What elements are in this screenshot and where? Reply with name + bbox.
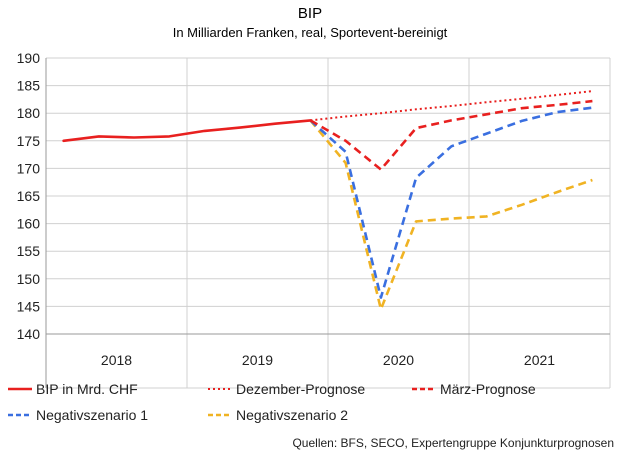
legend-label: BIP in Mrd. CHF: [36, 381, 138, 397]
legend-label: Negativszenario 2: [236, 407, 348, 423]
y-tick-label: 155: [17, 243, 41, 259]
legend-item: März-Prognose: [412, 381, 536, 397]
y-tick-label: 180: [17, 105, 41, 121]
legend-label: Dezember-Prognose: [236, 381, 365, 397]
gridlines: [45, 57, 611, 389]
series-line-negativszenario-2: [309, 119, 593, 311]
legend: BIP in Mrd. CHF Dezember-Prognose März-Pro…: [8, 381, 536, 423]
legend-item: Dezember-Prognose: [208, 381, 365, 397]
y-tick-label: 175: [17, 133, 41, 149]
x-year-label: 2021: [524, 352, 555, 368]
x-year-label: 2019: [242, 352, 273, 368]
legend-label: Negativszenario 1: [36, 407, 148, 423]
y-tick-label: 190: [17, 50, 41, 66]
legend-item: Negativszenario 2: [208, 407, 348, 423]
legend-item: BIP in Mrd. CHF: [8, 381, 138, 397]
series-line-märz-prognose: [309, 99, 593, 171]
y-tick-label: 170: [17, 160, 41, 176]
y-tick-label: 150: [17, 271, 41, 287]
y-axis: 140 145 150 155 160 165 170 175 180 185 190: [17, 50, 41, 342]
x-year-label: 2018: [101, 352, 132, 368]
x-year-label: 2020: [383, 352, 414, 368]
series-line-bip-in-mrd-chf: [62, 119, 312, 143]
y-tick-label: 185: [17, 78, 41, 94]
y-tick-label: 140: [17, 326, 41, 342]
y-tick-label: 145: [17, 298, 41, 314]
legend-item: Negativszenario 1: [8, 407, 148, 423]
y-tick-label: 165: [17, 188, 41, 204]
legend-label: März-Prognose: [440, 381, 536, 397]
chart-subtitle: In Milliarden Franken, real, Sportevent-…: [173, 25, 448, 40]
source-note: Quellen: BFS, SECO, Expertengruppe Konju…: [292, 436, 614, 450]
y-tick-label: 160: [17, 216, 41, 232]
x-axis: 2018 2019 2020 2021: [101, 352, 555, 368]
series-lines: [62, 90, 593, 311]
chart-title: BIP: [298, 5, 322, 22]
series-line-dezember-prognose: [310, 90, 593, 122]
series-line-negativszenario-1: [309, 106, 593, 299]
